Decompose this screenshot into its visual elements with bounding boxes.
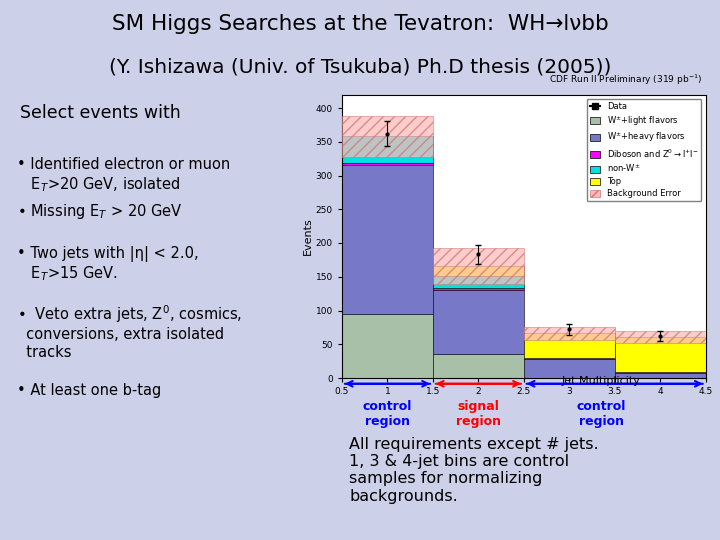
Text: • At least one b-tag: • At least one b-tag xyxy=(17,383,161,398)
Text: CDF Run II Preliminary (319 pb$^{-1}$): CDF Run II Preliminary (319 pb$^{-1}$) xyxy=(549,73,702,87)
Text: • Identified electron or muon
   E$_{T}$>20 GeV, isolated: • Identified electron or muon E$_{T}$>20… xyxy=(17,157,230,194)
Bar xyxy=(615,373,706,378)
Text: Jet Multiplicity: Jet Multiplicity xyxy=(562,376,641,386)
Text: All requirements except # jets.
1, 3 & 4-jet bins are control
samples for normal: All requirements except # jets. 1, 3 & 4… xyxy=(349,437,599,504)
Bar xyxy=(433,276,524,288)
Text: •  Veto extra jets, Z$^{0}$, cosmics,
  conversions, extra isolated
  tracks: • Veto extra jets, Z$^{0}$, cosmics, con… xyxy=(17,303,242,360)
Text: (Y. Ishizawa (Univ. of Tsukuba) Ph.D thesis (2005)): (Y. Ishizawa (Univ. of Tsukuba) Ph.D the… xyxy=(109,58,611,77)
Bar xyxy=(523,327,615,340)
Bar xyxy=(342,116,433,157)
Bar xyxy=(433,248,524,284)
Text: • Missing E$_{T}$ > 20 GeV: • Missing E$_{T}$ > 20 GeV xyxy=(17,201,182,220)
Text: control
region: control region xyxy=(577,400,626,428)
Text: SM Higgs Searches at the Tevatron:  WH→lνbb: SM Higgs Searches at the Tevatron: WH→lν… xyxy=(112,14,608,34)
Bar xyxy=(342,314,433,378)
Bar xyxy=(615,330,706,343)
Text: • Two jets with |η| < 2.0,
   E$_{T}$>15 GeV.: • Two jets with |η| < 2.0, E$_{T}$>15 Ge… xyxy=(17,246,198,284)
Bar xyxy=(523,333,615,359)
Bar xyxy=(342,137,433,163)
Bar xyxy=(523,359,615,378)
Text: control
region: control region xyxy=(363,400,412,428)
Bar xyxy=(342,163,433,165)
Y-axis label: Events: Events xyxy=(303,218,313,255)
Legend: Data, W$^{\pm}$+light flavors, W$^{\pm}$+heavy flavors, Diboson and Z$^{0}$$\to$: Data, W$^{\pm}$+light flavors, W$^{\pm}$… xyxy=(587,99,701,201)
Text: Select events with: Select events with xyxy=(20,104,181,122)
Bar xyxy=(615,337,706,372)
Bar xyxy=(433,266,524,276)
Bar xyxy=(433,291,524,354)
Bar xyxy=(342,165,433,314)
Bar xyxy=(433,354,524,378)
Text: signal
region: signal region xyxy=(456,400,501,428)
Bar xyxy=(615,372,706,373)
Bar xyxy=(433,288,524,291)
